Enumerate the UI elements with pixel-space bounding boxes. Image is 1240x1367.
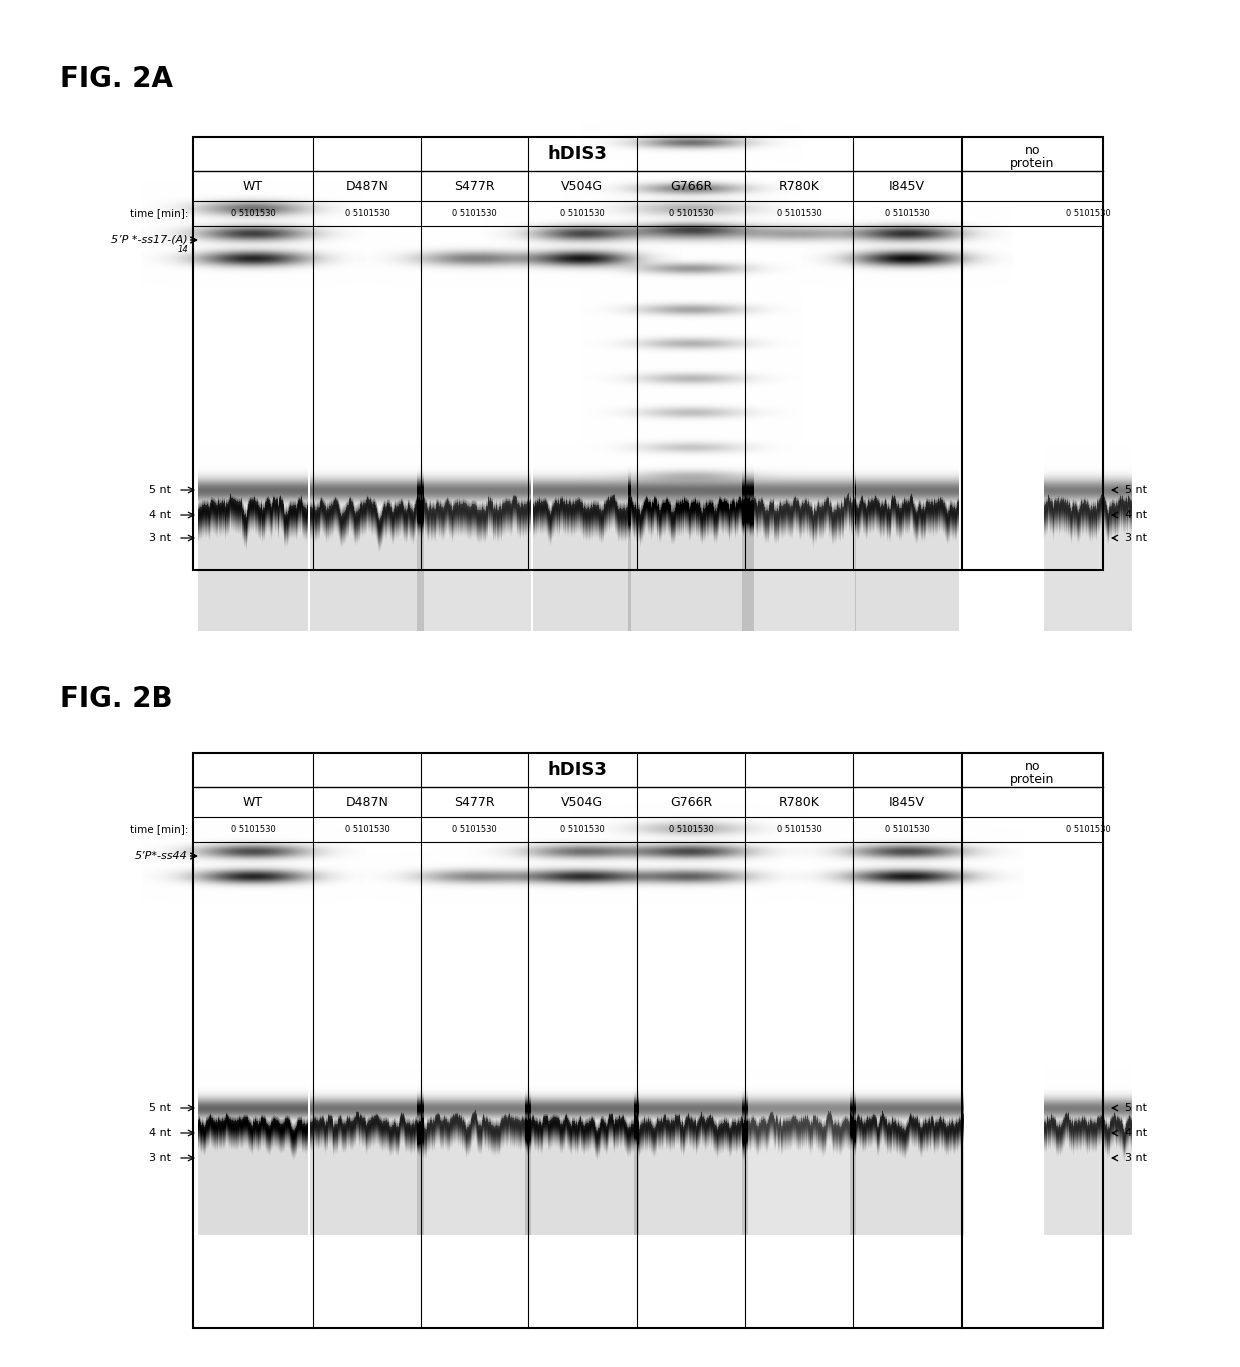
Text: time [min]:: time [min]: [130,209,188,219]
Text: D487N: D487N [346,796,388,808]
Text: 0 5101530: 0 5101530 [559,826,604,834]
Text: no: no [1024,144,1040,156]
Text: 0 5101530: 0 5101530 [884,209,929,217]
Text: 3 nt: 3 nt [149,1152,171,1163]
Text: 0 5101530: 0 5101530 [451,209,496,217]
Text: 5 nt: 5 nt [1125,1103,1147,1113]
Text: 0 5101530: 0 5101530 [559,209,604,217]
Text: 4 nt: 4 nt [149,510,171,519]
Text: V504G: V504G [560,179,603,193]
Text: V504G: V504G [560,796,603,808]
Text: 0 5101530: 0 5101530 [776,826,821,834]
Text: 5 nt: 5 nt [149,485,171,495]
Text: 0 5101530: 0 5101530 [1065,209,1110,217]
Text: R780K: R780K [779,179,820,193]
Text: WT: WT [243,179,263,193]
Text: WT: WT [243,796,263,808]
Text: 0 5101530: 0 5101530 [345,826,389,834]
Text: 0 5101530: 0 5101530 [231,209,275,217]
Text: 14: 14 [177,245,188,254]
Text: protein: protein [1011,774,1055,786]
Text: no: no [1024,760,1040,772]
Text: hDIS3: hDIS3 [548,145,608,163]
Text: I845V: I845V [889,179,925,193]
Text: 3 nt: 3 nt [149,533,171,543]
Text: FIG. 2A: FIG. 2A [60,66,174,93]
Text: 3 nt: 3 nt [1125,1152,1147,1163]
Text: S477R: S477R [454,796,495,808]
Bar [193,137,1104,570]
Text: 4 nt: 4 nt [149,1128,171,1137]
Text: 0 5101530: 0 5101530 [668,209,713,217]
Text: 0 5101530: 0 5101530 [451,826,496,834]
Text: D487N: D487N [346,179,388,193]
Text: 4 nt: 4 nt [1125,510,1147,519]
Text: 0 5101530: 0 5101530 [668,826,713,834]
Text: 0 5101530: 0 5101530 [231,826,275,834]
Text: G766R: G766R [670,179,712,193]
Text: 0 5101530: 0 5101530 [884,826,929,834]
Text: 0 5101530: 0 5101530 [776,209,821,217]
Text: 5 nt: 5 nt [149,1103,171,1113]
Text: 4 nt: 4 nt [1125,1128,1147,1137]
Text: 5 nt: 5 nt [1125,485,1147,495]
Text: S477R: S477R [454,179,495,193]
Text: 0 5101530: 0 5101530 [345,209,389,217]
Text: 5’P*-ss44: 5’P*-ss44 [135,852,188,861]
Text: R780K: R780K [779,796,820,808]
Text: 0 5101530: 0 5101530 [1065,826,1110,834]
Bar [193,753,1104,1327]
Text: time [min]:: time [min]: [130,824,188,834]
Text: 5’P *-ss17-(A): 5’P *-ss17-(A) [112,235,188,245]
Text: protein: protein [1011,157,1055,171]
Text: G766R: G766R [670,796,712,808]
Text: FIG. 2B: FIG. 2B [60,685,172,714]
Text: hDIS3: hDIS3 [548,761,608,779]
Text: I845V: I845V [889,796,925,808]
Text: 3 nt: 3 nt [1125,533,1147,543]
